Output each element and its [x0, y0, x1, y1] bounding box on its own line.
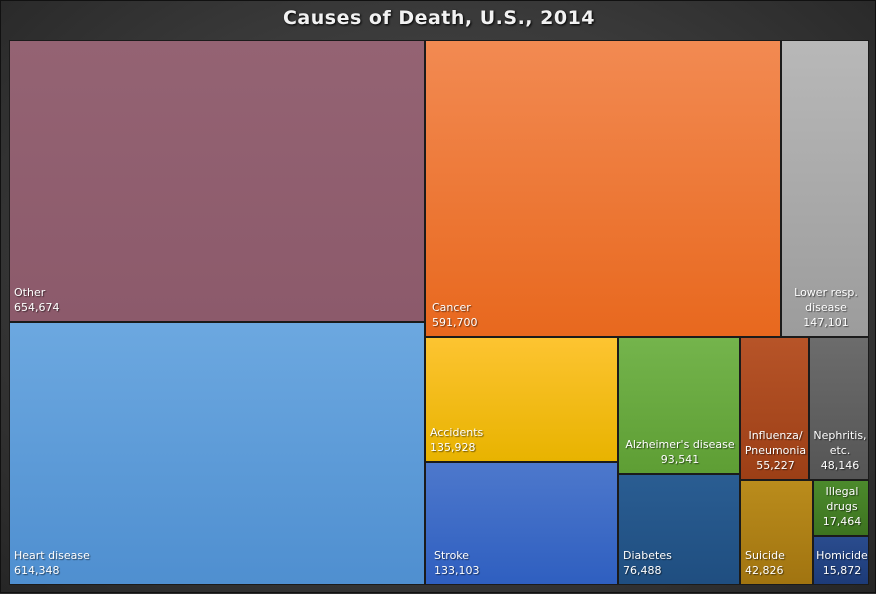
treemap-cell-cancer: Cancer 591,700 [425, 40, 781, 337]
treemap-label-name: Influenza/ Pneumonia [744, 429, 807, 457]
treemap-label-value: 133,103 [434, 564, 480, 577]
treemap-label-value: 614,348 [14, 564, 60, 577]
treemap-label: Suicide 42,826 [745, 548, 785, 578]
treemap-label-value: 654,674 [14, 301, 60, 314]
treemap-label: Lower resp. disease 147,101 [782, 285, 868, 330]
treemap-label: Other 654,674 [14, 285, 60, 315]
treemap-label: Homicide 15,872 [814, 548, 868, 578]
treemap-label-name: Stroke [434, 549, 470, 562]
treemap-label: Accidents 135,928 [430, 425, 483, 455]
chart-title: Causes of Death, U.S., 2014 [282, 7, 596, 29]
treemap-label-value: 147,101 [803, 316, 849, 329]
treemap-label-value: 55,227 [756, 459, 795, 472]
treemap-cell-influenza-pneumonia: Influenza/ Pneumonia 55,227 [740, 337, 809, 480]
treemap-cell-lower-resp-disease: Lower resp. disease 147,101 [781, 40, 869, 337]
treemap-cell-illegal-drugs: Illegal drugs 17,464 [813, 480, 869, 536]
treemap-cell-heart-disease: Heart disease 614,348 [9, 322, 425, 585]
treemap-label-value: 15,872 [822, 564, 862, 577]
treemap-cell-accidents: Accidents 135,928 [425, 337, 618, 462]
treemap-label-value: 591,700 [432, 316, 478, 329]
treemap-label-value: 76,488 [623, 564, 662, 577]
treemap-label-value: 42,826 [745, 564, 784, 577]
treemap-label: Nephritis, etc. 48,146 [810, 428, 868, 473]
treemap-cell-nephritis-etc: Nephritis, etc. 48,146 [809, 337, 869, 480]
treemap-label-name: Cancer [432, 301, 471, 314]
treemap-label: Influenza/ Pneumonia 55,227 [741, 428, 808, 473]
treemap-cell-diabetes: Diabetes 76,488 [618, 474, 740, 585]
treemap-label-value: 135,928 [430, 441, 476, 454]
treemap-label-name: Diabetes [623, 549, 672, 562]
treemap-cell-homicide: Homicide 15,872 [813, 536, 869, 585]
treemap-cell-alzheimer-s-disease: Alzheimer's disease 93,541 [618, 337, 740, 474]
treemap-label-value: 93,541 [660, 453, 700, 466]
treemap-label-name: Nephritis, etc. [813, 429, 867, 457]
treemap-label-name: Accidents [430, 426, 484, 439]
treemap-label: Alzheimer's disease 93,541 [619, 437, 739, 467]
treemap-label-name: Alzheimer's disease [625, 438, 735, 451]
treemap-label: Diabetes 76,488 [623, 548, 672, 578]
treemap-label-name: Illegal drugs [825, 485, 859, 513]
treemap-label-value: 17,464 [822, 515, 862, 528]
treemap-cell-suicide: Suicide 42,826 [740, 480, 813, 585]
treemap-label: Stroke 133,103 [434, 548, 480, 578]
treemap-label: Cancer 591,700 [432, 300, 478, 330]
treemap-label-name: Lower resp. disease [794, 286, 858, 314]
treemap-label: Illegal drugs 17,464 [814, 484, 868, 529]
treemap-label: Heart disease 614,348 [14, 548, 90, 578]
treemap-cell-stroke: Stroke 133,103 [425, 462, 618, 585]
treemap-label-name: Homicide [816, 549, 868, 562]
treemap-label-name: Other [14, 286, 46, 299]
treemap-cell-other: Other 654,674 [9, 40, 425, 322]
treemap-label-value: 48,146 [820, 459, 860, 472]
treemap-label-name: Heart disease [14, 549, 90, 562]
treemap-label-name: Suicide [745, 549, 785, 562]
